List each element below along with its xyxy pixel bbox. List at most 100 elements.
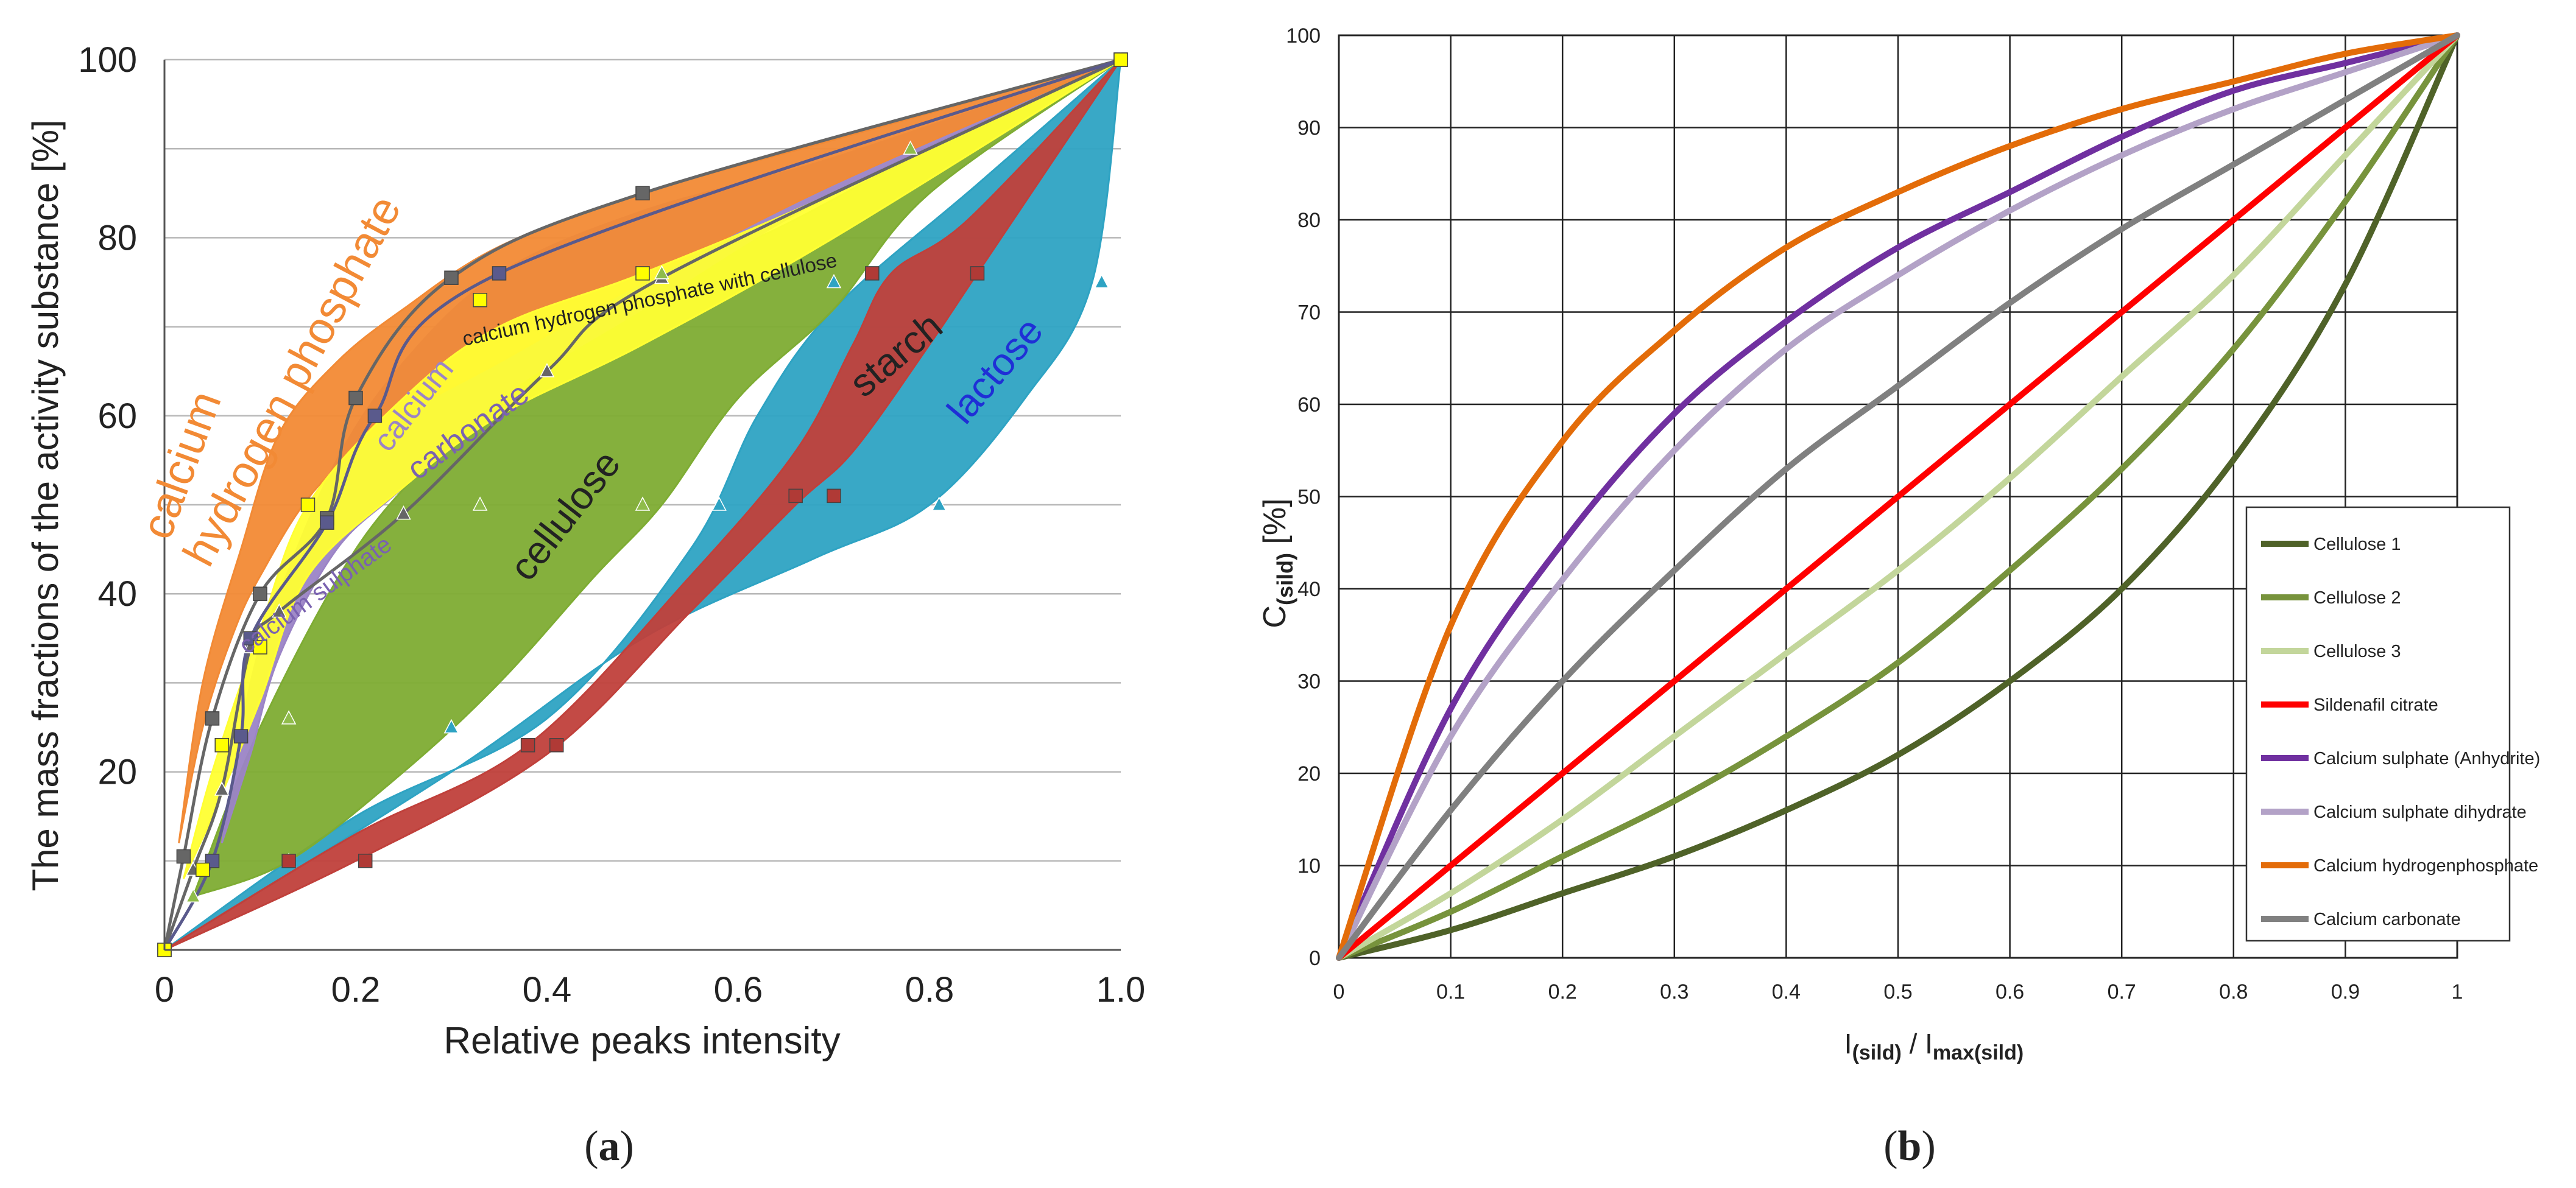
series-line-cellulose-1 xyxy=(1336,32,2460,961)
marker-cellulose-markers-1 xyxy=(281,710,297,725)
marker-calcium-hydrogen-phosphate-with-cellulose-markers-7 xyxy=(1113,52,1128,67)
panel-b-label-open-paren: ( xyxy=(1883,1123,1897,1170)
panel-b-x-label-i2: I xyxy=(1925,1028,1933,1060)
marker-calcium-hydrogen-phosphate-with-cellulose-markers-6 xyxy=(635,266,650,281)
panel-b-legend-items: Cellulose 1 Cellulose 2 Cellulose 3 Sildena… xyxy=(2261,535,2540,929)
panel-b-x-label-i1: I xyxy=(1844,1028,1852,1060)
panel-b-y-tick-label: 80 xyxy=(1297,209,1321,232)
series-line-cellulose-2 xyxy=(1336,32,2460,961)
panel-b-y-label-space xyxy=(1257,544,1293,553)
series-line-sildenafil-citrate xyxy=(1336,32,2460,961)
legend-label-sildenafil-citrate: Sildenafil citrate xyxy=(2313,695,2438,715)
series-line-calcium-carbonate-upper xyxy=(163,58,1121,951)
panel-b-y-tick-label: 50 xyxy=(1297,486,1321,509)
marker-lactose-markers-2 xyxy=(826,273,842,289)
panel-a-series-lines xyxy=(163,58,1122,951)
marker-cellulose-markers-2 xyxy=(472,496,488,511)
marker-calcium-sulphate-dark-5 xyxy=(367,409,383,423)
marker-cellulose-markers-4 xyxy=(903,140,918,155)
panel-b-y-tick-label: 60 xyxy=(1297,393,1321,417)
panel-b-y-tick-label: 40 xyxy=(1297,578,1321,601)
panel-a-label-close-paren: ) xyxy=(620,1123,634,1170)
marker-calcium-hydrogen-phosphate-with-cellulose-markers-4 xyxy=(300,497,316,512)
panel-b-x-tick-label: 1 xyxy=(2452,980,2463,1003)
panel-b-y-tick-label: 70 xyxy=(1297,301,1321,325)
panel-a-x-tick-label: 0 xyxy=(155,970,174,1010)
panel-a-x-tick-label: 0.2 xyxy=(331,970,381,1010)
marker-cellulose-markers-0 xyxy=(185,888,201,903)
panel-a-y-tick-label: 40 xyxy=(97,574,137,614)
marker-starch-markers-3 xyxy=(865,266,880,281)
panel-b-y-tick-label: 0 xyxy=(1309,947,1321,970)
marker-calcium-hydrogen-phosphate-with-cellulose-markers-3 xyxy=(253,640,267,655)
marker-calcium-carbonate-upper-1 xyxy=(176,849,191,864)
marker-lactose-markers-4 xyxy=(1094,273,1109,289)
panel-a-y-ticks: 20 40 60 80 100 xyxy=(78,40,137,792)
marker-starch-markers-6 xyxy=(827,488,841,504)
marker-starch-markers-7 xyxy=(970,266,985,281)
panel-b-x-tick-label: 0.3 xyxy=(1660,980,1689,1003)
legend-label-calcium-sulphate-dihydrate: Calcium sulphate dihydrate xyxy=(2313,803,2527,822)
panel-a-x-label: Relative peaks intensity xyxy=(443,1020,840,1062)
marker-calcium-carbonate-upper-7 xyxy=(635,186,650,201)
marker-starch-markers-0 xyxy=(281,854,296,868)
legend-label-calcium-carbonate: Calcium carbonate xyxy=(2313,910,2461,929)
panel-b-x-tick-label: 0.8 xyxy=(2219,980,2248,1003)
marker-calcium-carbonate-upper-3 xyxy=(253,586,267,601)
panel-b-chart: 0 0.1 0.2 0.3 0.4 0.5 0.6 0.7 0.8 0.9 1 0 10 20 30 40 5… xyxy=(1257,24,2540,1064)
panel-a-label-open-paren: ( xyxy=(584,1123,598,1170)
marker-calcium-hydrogen-phosphate-with-cellulose-markers-1 xyxy=(196,862,210,877)
marker-calcium-carbonate-lower-5 xyxy=(396,505,411,520)
series-line-calcium-sulphate-dark xyxy=(163,58,1121,951)
panel-b-y-tick-label: 20 xyxy=(1297,762,1321,786)
series-line-cellulose-3 xyxy=(1336,32,2460,961)
panel-b-y-label-sub: (sild) xyxy=(1272,553,1297,605)
panel-b-legend: Cellulose 1 Cellulose 2 Cellulose 3 Sildena… xyxy=(2245,506,2540,942)
panel-b-y-tick-label: 100 xyxy=(1286,24,1321,47)
panel-b-x-tick-label: 0 xyxy=(1333,980,1345,1003)
panel-a-label: (a) xyxy=(584,1123,634,1170)
panel-b-legend-box xyxy=(2245,506,2511,942)
panel-a-y-tick-label: 80 xyxy=(97,218,137,258)
legend-label-cellulose-2: Cellulose 2 xyxy=(2313,588,2401,608)
panel-b-x-tick-label: 0.9 xyxy=(2331,980,2360,1003)
panel-a-label-letter: a xyxy=(599,1123,620,1170)
marker-calcium-carbonate-lower-4 xyxy=(272,603,287,618)
panel-a-y-tick-label: 100 xyxy=(78,40,137,80)
series-line-calcium-hydrogenphosphate xyxy=(1336,32,2460,961)
legend-label-calcium-hydrogenphosphate: Calcium hydrogenphosphate xyxy=(2313,856,2538,876)
panel-b-x-tick-label: 0.5 xyxy=(1883,980,1912,1003)
marker-calcium-carbonate-lower-6 xyxy=(539,363,555,378)
marker-starch-markers-2 xyxy=(788,488,803,504)
series-line-calcium-carbonate-lower xyxy=(163,58,1122,951)
panel-b-x-ticks: 0 0.1 0.2 0.3 0.4 0.5 0.6 0.7 0.8 0.9 1 xyxy=(1333,980,2463,1003)
panel-b-x-tick-label: 0.4 xyxy=(1772,980,1801,1003)
panel-a-markers xyxy=(157,51,1129,957)
panel-b-x-label-i2-sub: max(sild) xyxy=(1933,1041,2024,1064)
legend-label-cellulose-3: Cellulose 3 xyxy=(2313,642,2401,661)
marker-cellulose-markers-3 xyxy=(654,265,669,279)
marker-calcium-carbonate-upper-5 xyxy=(348,390,363,406)
series-line-calcium-sulphate-anhydrite xyxy=(1336,32,2460,961)
panel-b-x-label-i1-sub: (sild) xyxy=(1852,1041,1902,1064)
panel-b-y-tick-label: 10 xyxy=(1297,855,1321,878)
panel-b-y-tick-label: 30 xyxy=(1297,670,1321,694)
marker-starch-markers-4 xyxy=(358,854,373,868)
panel-b-label: (b) xyxy=(1883,1123,1936,1170)
legend-label-calcium-sulphate-anhydrite: Calcium sulphate (Anhydrite) xyxy=(2313,749,2540,768)
panel-b-y-label-main: C xyxy=(1257,605,1293,628)
marker-lactose-markers-3 xyxy=(931,496,947,511)
panel-b-x-tick-label: 0.6 xyxy=(1996,980,2024,1003)
panel-b-x-tick-label: 0.2 xyxy=(1548,980,1577,1003)
marker-calcium-sulphate-dark-4 xyxy=(320,515,334,530)
series-line-calcium-carbonate xyxy=(1336,32,2460,961)
panel-a-x-tick-label: 0.4 xyxy=(523,970,572,1010)
panel-a-x-ticks: 0 0.2 0.4 0.6 0.8 1.0 xyxy=(155,970,1145,1010)
marker-starch-markers-5 xyxy=(549,737,564,753)
panel-a-bands xyxy=(164,57,1122,951)
panel-b-y-ticks: 0 10 20 30 40 50 60 70 80 90 100 xyxy=(1286,24,1321,970)
marker-cellulose-markers-5 xyxy=(635,496,651,511)
panel-b-label-letter: b xyxy=(1898,1123,1922,1170)
